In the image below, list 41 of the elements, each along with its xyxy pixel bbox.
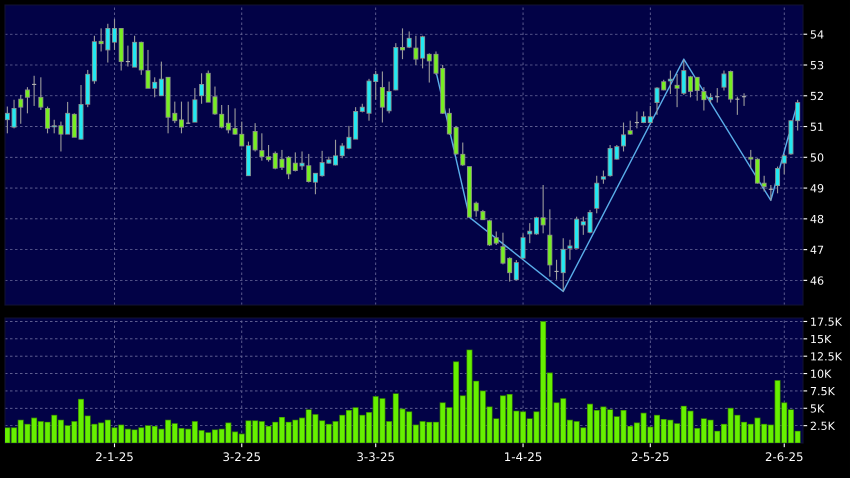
candlestick [527, 222, 532, 244]
y-tick-label: 51 [810, 122, 824, 131]
candlestick [38, 76, 44, 110]
x-tick-label: 3-2-25 [223, 452, 260, 462]
y-tick-label: 48 [810, 214, 824, 224]
candlestick [520, 232, 526, 260]
y-tick-label: 2.5K [810, 422, 836, 430]
y-tick-label: 15K [811, 334, 832, 344]
candlestick [460, 142, 466, 166]
y-tick-label: 53 [810, 60, 824, 70]
candlestick [775, 166, 780, 194]
y-tick-label: 46 [810, 276, 824, 285]
y-tick-label: 52 [810, 92, 823, 100]
candlestick [480, 209, 486, 220]
x-tick-label: 2-1-25 [96, 452, 133, 462]
x-tick-label: 2-6-25 [766, 452, 802, 462]
candlestick [668, 70, 673, 94]
y-tick-label: 10K [811, 370, 832, 378]
candlestick [674, 73, 680, 108]
y-tick-label: 50 [810, 153, 824, 162]
y-tick-label: 5K [810, 404, 825, 413]
candlestick [560, 238, 566, 292]
y-tick-label: 17.5K [811, 318, 842, 326]
candlestick [514, 260, 519, 282]
candlestick [494, 230, 499, 246]
candlestick [600, 170, 606, 184]
candlestick [628, 120, 633, 136]
candlestick [24, 86, 30, 114]
y-tick-label: 47 [810, 246, 824, 254]
y-tick-label: 49 [810, 184, 824, 192]
candlestick [199, 72, 204, 104]
y-tick-label: 54 [810, 30, 824, 39]
candlestick [239, 121, 244, 148]
candlestick [192, 88, 198, 123]
x-tick-label: 2-5-25 [632, 452, 669, 462]
x-tick-label: 1-4-25 [505, 452, 542, 462]
candlestick [18, 94, 24, 124]
y-tick-label: 7.5K [810, 387, 836, 396]
y-tick-label: 12.5K [811, 352, 842, 361]
candlestick [648, 105, 653, 124]
x-tick-label: 3-3-25 [357, 452, 394, 462]
